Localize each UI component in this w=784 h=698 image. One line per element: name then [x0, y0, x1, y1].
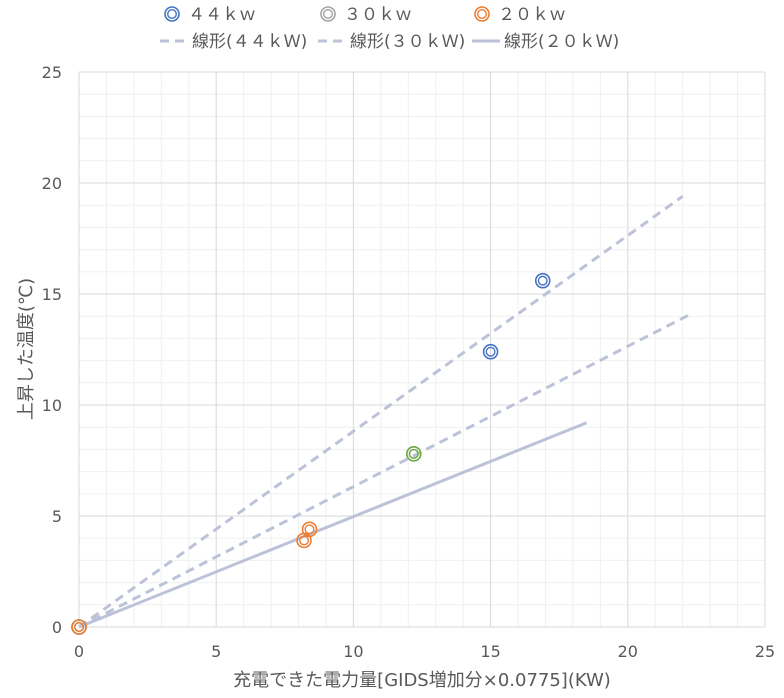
y-tick-label: 5	[52, 507, 62, 526]
legend-label: 線形(２０ｋＷ)	[504, 32, 619, 52]
legend-item-series: ３０ｋｗ	[320, 5, 412, 25]
trendline	[78, 312, 692, 629]
y-tick-label: 15	[42, 285, 62, 304]
major-gridlines	[78, 71, 766, 628]
y-tick-label: 10	[42, 396, 62, 415]
y-tick-label: 20	[42, 174, 62, 193]
y-axis-title: 上昇した温度(℃)	[16, 278, 37, 420]
data-point	[71, 619, 87, 635]
legend-item-trendline: 線形(３０ｋＷ)	[318, 32, 465, 52]
legend-label: ２０ｋｗ	[498, 5, 566, 25]
legend-item-series: ４４ｋｗ	[164, 5, 256, 25]
y-tick-label: 0	[52, 618, 62, 637]
trendlines	[78, 195, 692, 629]
y-axis-tick-labels: 0 5 10 15 20 25	[42, 63, 62, 637]
legend-marker	[320, 6, 336, 22]
legend-label: ４４ｋｗ	[188, 5, 256, 25]
x-tick-label: 10	[343, 642, 363, 661]
x-axis-tick-labels: 0 5 10 15 20 25	[74, 642, 775, 661]
data-point	[405, 446, 422, 462]
legend-label: ３０ｋｗ	[344, 5, 412, 25]
x-tick-label: 0	[74, 642, 84, 661]
legend-label: 線形(４４ｋＷ)	[192, 32, 307, 52]
x-tick-label: 20	[618, 642, 638, 661]
data-points	[71, 272, 551, 635]
legend-item-trendline: 線形(４４ｋＷ)	[160, 32, 307, 52]
x-tick-label: 25	[755, 642, 775, 661]
x-tick-label: 5	[211, 642, 221, 661]
legend-item-trendline: 線形(２０ｋＷ)	[472, 32, 619, 52]
data-point	[301, 521, 318, 538]
legend-label: 線形(３０ｋＷ)	[350, 32, 465, 52]
trendline	[78, 195, 684, 629]
x-tick-label: 15	[480, 642, 500, 661]
y-tick-label: 25	[42, 63, 62, 82]
legend-item-series: ２０ｋｗ	[474, 5, 566, 25]
legend: ４４ｋｗ ３０ｋｗ ２０ｋｗ 線形(４４ｋＷ) 線形(３０ｋＷ) 線形(２０ｋＷ)	[160, 5, 619, 52]
data-point	[534, 272, 551, 289]
legend-marker	[164, 6, 180, 22]
data-point	[482, 343, 499, 360]
x-axis-title: 充電できた電力量[GIDS増加分×0.0775](KW)	[233, 670, 611, 691]
minor-gridlines	[79, 72, 765, 627]
trendline	[78, 421, 588, 629]
legend-marker	[474, 6, 490, 22]
